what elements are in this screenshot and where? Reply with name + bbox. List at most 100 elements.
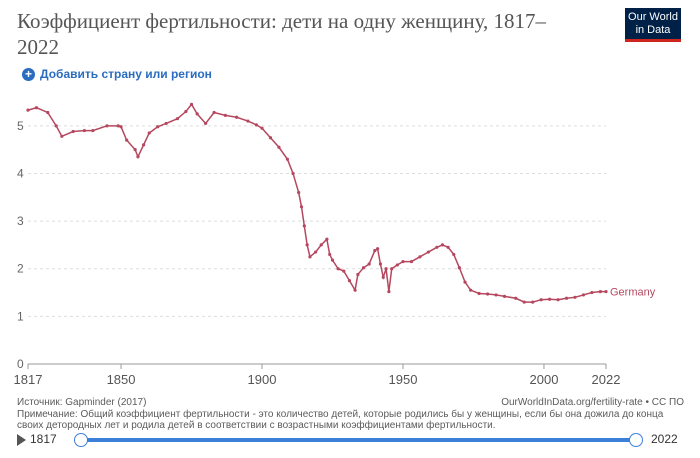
timeline[interactable]: 1817 2022 xyxy=(0,430,700,452)
data-point xyxy=(342,269,346,273)
x-tick-label: 2000 xyxy=(530,372,559,387)
data-point xyxy=(285,157,289,161)
y-tick-label: 1 xyxy=(17,309,24,323)
data-point xyxy=(297,190,301,195)
data-point xyxy=(390,267,394,271)
data-point xyxy=(260,126,264,130)
data-point xyxy=(328,252,332,257)
data-point xyxy=(133,148,137,152)
y-tick-label: 0 xyxy=(17,357,24,371)
data-point xyxy=(539,298,543,302)
data-point xyxy=(136,155,140,159)
data-point xyxy=(502,294,507,298)
data-point xyxy=(212,110,216,115)
note-text: Примечание: Общий коэффициент фертильнос… xyxy=(17,409,664,431)
logo-line-1: Our World xyxy=(628,11,678,23)
data-point xyxy=(440,243,445,247)
add-country-button[interactable]: + Добавить страну или регион xyxy=(22,67,212,81)
timeline-start-label: 1817 xyxy=(30,432,57,446)
series-line-germany xyxy=(27,103,606,303)
data-point xyxy=(409,259,414,264)
x-tick-label: 2022 xyxy=(592,372,621,387)
data-point xyxy=(381,275,385,279)
data-point xyxy=(142,143,146,147)
data-point xyxy=(531,300,535,304)
line-chart: 0 1 2 3 4 5 1817 1850 1900 1950 2000 2022 Germany xyxy=(14,102,656,387)
data-point xyxy=(469,288,473,292)
data-point xyxy=(91,128,95,133)
data-point xyxy=(204,121,208,126)
data-point xyxy=(384,267,388,271)
data-point xyxy=(457,266,461,270)
series-label-germany: Germany xyxy=(610,287,656,299)
plus-circle-icon: + xyxy=(22,67,35,81)
data-point xyxy=(356,272,360,277)
data-point xyxy=(581,293,586,297)
data-point xyxy=(105,124,109,128)
data-point xyxy=(119,125,123,129)
data-point xyxy=(26,108,30,112)
data-point xyxy=(305,243,309,247)
data-point xyxy=(336,267,340,271)
y-tick-label: 2 xyxy=(17,262,24,276)
data-point xyxy=(156,125,160,129)
data-point xyxy=(147,131,151,135)
data-point xyxy=(604,289,608,294)
data-point xyxy=(308,255,312,259)
data-point xyxy=(514,296,518,300)
data-point xyxy=(254,123,258,127)
data-point xyxy=(435,245,439,249)
data-point xyxy=(125,138,129,142)
timeline-track[interactable] xyxy=(80,438,636,442)
data-point xyxy=(246,119,250,123)
data-point xyxy=(223,113,227,117)
grid-layer xyxy=(28,125,606,365)
data-point xyxy=(46,110,50,115)
add-country-label: Добавить страну или регион xyxy=(40,67,212,81)
data-point xyxy=(268,136,273,140)
data-point xyxy=(564,296,569,300)
data-point xyxy=(189,102,194,106)
data-point xyxy=(548,297,552,301)
data-point xyxy=(418,255,422,259)
data-point xyxy=(319,243,323,247)
source-url-link[interactable]: OurWorldInData.org/fertility-rate • CC П… xyxy=(501,397,684,408)
x-tick-label: 1850 xyxy=(107,372,136,387)
y-tick-label: 5 xyxy=(17,119,24,133)
timeline-end-handle[interactable] xyxy=(629,433,643,447)
data-point xyxy=(446,245,450,249)
data-point xyxy=(184,109,188,114)
play-icon[interactable] xyxy=(17,434,26,446)
data-point xyxy=(60,134,64,138)
y-tick-label: 4 xyxy=(17,166,24,180)
owid-logo[interactable]: Our World in Data xyxy=(625,8,681,42)
data-point xyxy=(235,115,239,119)
timeline-end-label: 2022 xyxy=(651,432,678,446)
data-point xyxy=(452,252,456,257)
data-point xyxy=(590,290,594,295)
data-point xyxy=(463,280,467,284)
data-point xyxy=(34,106,39,110)
data-point xyxy=(387,289,391,294)
data-point xyxy=(299,205,304,209)
chart-title: Коэффициент фертильности: дети на одну ж… xyxy=(17,9,546,59)
data-point xyxy=(325,237,329,241)
timeline-start-handle[interactable] xyxy=(74,433,88,447)
data-point xyxy=(477,291,481,296)
data-point xyxy=(378,262,383,266)
data-point xyxy=(361,266,366,270)
data-point xyxy=(82,128,86,133)
data-point xyxy=(556,298,560,302)
data-point xyxy=(291,171,295,176)
data-point xyxy=(302,224,306,228)
data-point xyxy=(353,288,357,292)
data-point xyxy=(494,293,498,297)
series-points xyxy=(26,102,608,304)
x-tick-label: 1900 xyxy=(248,372,277,387)
data-point xyxy=(116,124,120,128)
source-text: Источник: Gapminder (2017) xyxy=(17,397,147,408)
data-point xyxy=(522,300,526,304)
data-point xyxy=(367,262,371,266)
logo-line-2: in Data xyxy=(635,24,671,36)
y-tick-label: 3 xyxy=(17,214,24,228)
